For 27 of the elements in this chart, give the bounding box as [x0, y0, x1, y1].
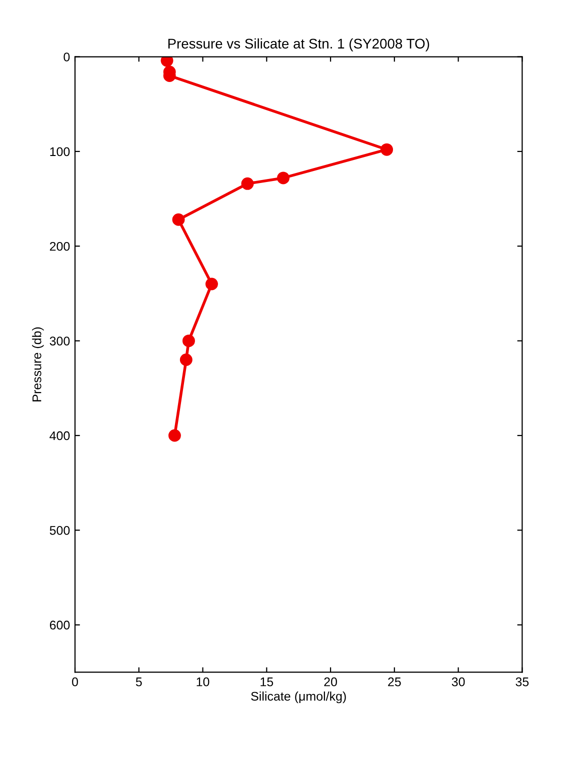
point: [205, 278, 218, 290]
point: [180, 354, 192, 366]
y-tick-label: 400: [50, 431, 70, 440]
point: [241, 177, 254, 190]
x-tick-label: 10: [196, 677, 210, 686]
y-tick-label: 100: [50, 147, 70, 156]
chart-title: Pressure vs Silicate at Stn. 1 (SY2008 TO): [168, 38, 430, 52]
point: [182, 334, 195, 348]
y-tick-label: 0: [64, 52, 70, 62]
x-tick-label: 30: [452, 677, 465, 686]
x-tick-label: 25: [388, 677, 401, 686]
x-axis-title: Silicate (μmol/kg): [251, 692, 346, 704]
point: [380, 143, 394, 156]
x-tick-label: 0: [72, 677, 78, 686]
y-tick-label: 600: [50, 620, 70, 630]
x-tick-label: 15: [260, 678, 274, 686]
point: [160, 56, 174, 67]
point: [277, 172, 290, 184]
y-tick-label: 500: [50, 526, 70, 535]
y-axis-title: Pressure (db): [32, 327, 44, 402]
y-tick-label: 300: [50, 336, 70, 346]
y-tick-label: 200: [50, 242, 70, 251]
x-tick-label: 35: [516, 677, 529, 686]
point: [168, 429, 181, 442]
point: [172, 213, 185, 226]
x-tick-label: 5: [136, 678, 142, 686]
x-tick-label: 20: [324, 677, 337, 686]
